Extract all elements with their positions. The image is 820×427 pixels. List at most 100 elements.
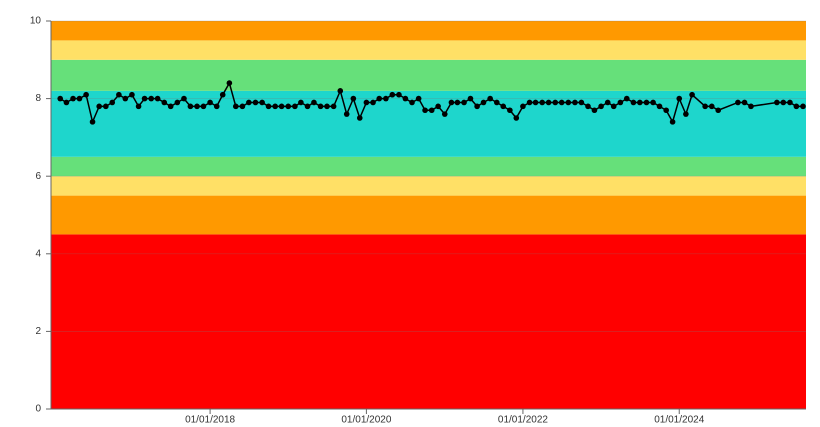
point xyxy=(683,111,689,117)
y-tick-label: 10 xyxy=(30,16,42,27)
point xyxy=(135,103,142,110)
point xyxy=(572,99,578,106)
point xyxy=(70,95,76,102)
point xyxy=(324,103,330,110)
x-tick-label: 01/01/2018 xyxy=(185,415,235,426)
band xyxy=(51,40,806,60)
point xyxy=(232,103,239,110)
point xyxy=(415,95,422,102)
point xyxy=(278,103,285,110)
point xyxy=(83,91,89,98)
point xyxy=(650,99,656,106)
point xyxy=(708,103,715,110)
point xyxy=(578,99,585,106)
point xyxy=(715,107,722,114)
point xyxy=(735,99,741,106)
point xyxy=(330,103,337,110)
point xyxy=(480,99,487,106)
y-tick-label: 4 xyxy=(35,248,41,259)
point xyxy=(122,95,129,102)
point xyxy=(409,99,415,106)
point xyxy=(591,107,598,114)
point xyxy=(109,99,116,106)
y-tick-label: 8 xyxy=(35,93,41,104)
point xyxy=(800,103,806,110)
point xyxy=(252,99,259,106)
point xyxy=(669,119,676,125)
point xyxy=(376,95,383,102)
point xyxy=(207,99,213,106)
point xyxy=(598,103,604,110)
point xyxy=(363,99,370,106)
point xyxy=(558,99,565,106)
point xyxy=(154,95,161,102)
point xyxy=(441,111,448,117)
band xyxy=(51,59,806,91)
point xyxy=(623,95,630,102)
point xyxy=(239,103,246,110)
point xyxy=(494,99,500,106)
point xyxy=(129,91,135,98)
y-tick-label: 0 xyxy=(35,404,41,415)
band xyxy=(51,176,806,196)
point xyxy=(337,88,344,94)
point xyxy=(246,99,252,106)
point xyxy=(428,107,435,114)
point xyxy=(617,99,624,106)
point xyxy=(630,99,637,106)
point xyxy=(292,103,298,110)
point xyxy=(285,103,292,110)
point xyxy=(643,99,650,106)
point xyxy=(487,95,493,102)
point xyxy=(272,103,278,110)
point xyxy=(356,115,363,121)
point xyxy=(545,99,552,106)
point xyxy=(610,103,617,110)
point xyxy=(265,103,272,110)
point xyxy=(702,103,708,110)
point xyxy=(226,80,233,86)
point xyxy=(500,103,507,110)
point xyxy=(383,95,389,102)
point xyxy=(474,103,480,110)
point xyxy=(780,99,787,106)
point xyxy=(448,99,455,106)
point xyxy=(637,99,643,106)
point xyxy=(200,103,207,110)
point xyxy=(148,95,155,102)
point xyxy=(539,99,545,106)
point xyxy=(604,99,611,106)
point xyxy=(507,107,513,114)
point xyxy=(402,95,409,102)
point xyxy=(161,99,168,106)
point xyxy=(689,91,695,98)
point xyxy=(565,99,572,106)
point xyxy=(167,103,174,110)
point xyxy=(63,99,70,106)
y-tick-label: 2 xyxy=(35,326,41,337)
point xyxy=(774,99,780,106)
point xyxy=(194,103,200,110)
point xyxy=(787,99,793,106)
point xyxy=(663,107,669,114)
y-tick-label: 6 xyxy=(35,171,41,182)
point xyxy=(298,99,304,106)
point xyxy=(343,111,350,117)
point xyxy=(526,99,533,106)
band xyxy=(51,234,806,409)
point xyxy=(57,95,64,102)
point xyxy=(461,99,467,106)
point xyxy=(76,95,83,102)
point xyxy=(520,103,526,110)
point xyxy=(513,115,520,121)
point xyxy=(311,99,317,106)
x-tick-label: 01/01/2024 xyxy=(654,415,704,426)
point xyxy=(741,99,748,106)
point xyxy=(793,103,800,110)
x-tick-label: 01/01/2022 xyxy=(498,415,548,426)
point xyxy=(422,107,428,114)
point xyxy=(454,99,461,106)
point xyxy=(174,99,181,106)
x-tick-label: 01/01/2020 xyxy=(341,415,391,426)
